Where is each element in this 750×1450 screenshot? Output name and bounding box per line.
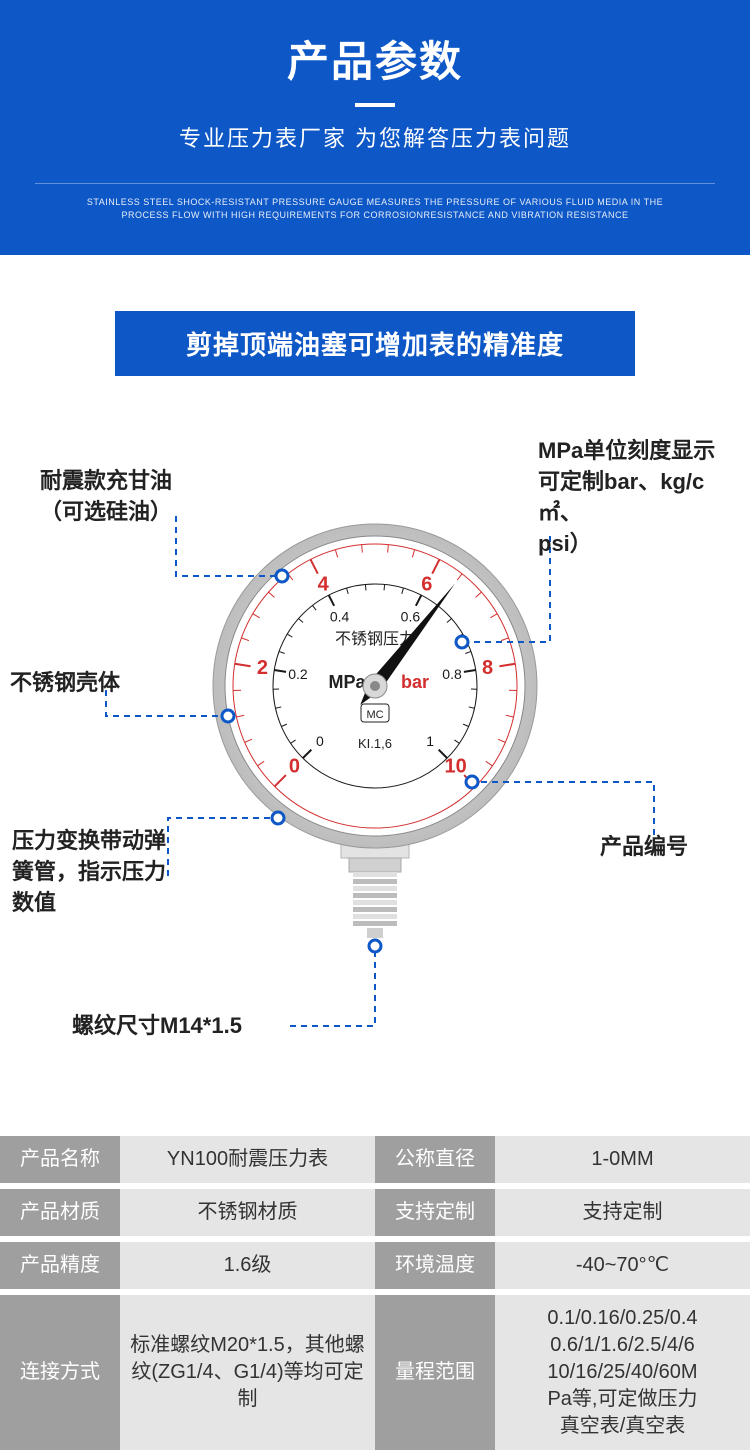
callout-spring: 压力变换带动弹 簧管，指示压力 数值 <box>12 826 166 918</box>
tip-banner: 剪掉顶端油塞可增加表的精准度 <box>115 311 635 376</box>
spec-label: 公称直径 <box>375 1136 495 1183</box>
spec-value: 1-0MM <box>495 1136 750 1183</box>
spec-row: 产品材质不锈钢材质支持定制支持定制 <box>0 1189 750 1236</box>
pressure-gauge: 024681000.20.40.60.81不锈钢压力MPabarKI.1,6MC <box>205 516 545 956</box>
header-divider <box>355 103 395 107</box>
spec-label: 产品精度 <box>0 1242 120 1289</box>
svg-text:KI.1,6: KI.1,6 <box>358 736 392 751</box>
spec-label: 量程范围 <box>375 1295 495 1450</box>
svg-text:6: 6 <box>421 574 432 596</box>
svg-text:MC: MC <box>366 709 383 721</box>
spec-label: 产品材质 <box>0 1189 120 1236</box>
spec-row: 产品名称YN100耐震压力表公称直径1-0MM <box>0 1136 750 1183</box>
svg-text:0.6: 0.6 <box>401 609 421 625</box>
spec-label: 连接方式 <box>0 1295 120 1450</box>
spec-value: 1.6级 <box>120 1242 375 1289</box>
spec-label: 支持定制 <box>375 1189 495 1236</box>
spec-table: 产品名称YN100耐震压力表公称直径1-0MM产品材质不锈钢材质支持定制支持定制… <box>0 1136 750 1450</box>
spec-value: 支持定制 <box>495 1189 750 1236</box>
header-subtitle: 专业压力表厂家 为您解答压力表问题 <box>0 121 750 153</box>
svg-text:0: 0 <box>316 733 324 749</box>
svg-text:bar: bar <box>401 672 429 692</box>
svg-text:MPa: MPa <box>328 672 366 692</box>
svg-text:1: 1 <box>426 733 434 749</box>
svg-text:2: 2 <box>257 657 268 679</box>
header-english: STAINLESS STEEL SHOCK-RESISTANT PRESSURE… <box>35 183 715 221</box>
spec-value: YN100耐震压力表 <box>120 1136 375 1183</box>
callout-shell: 不锈钢壳体 <box>10 668 120 699</box>
gauge-diagram: 024681000.20.40.60.81不锈钢压力MPabarKI.1,6MC… <box>0 406 750 1106</box>
spec-value: 标准螺纹M20*1.5，其他螺纹(ZG1/4、G1/4)等均可定制 <box>120 1295 375 1450</box>
svg-text:0.8: 0.8 <box>442 666 462 682</box>
spec-row: 连接方式标准螺纹M20*1.5，其他螺纹(ZG1/4、G1/4)等均可定制量程范… <box>0 1295 750 1450</box>
callout-thread: 螺纹尺寸M14*1.5 <box>72 1011 242 1042</box>
callout-units: MPa单位刻度显示 可定制bar、kg/c㎡、 psi） <box>538 436 738 559</box>
spec-row: 产品精度1.6级环境温度-40~70°℃ <box>0 1242 750 1289</box>
svg-text:8: 8 <box>482 657 493 679</box>
svg-text:0.4: 0.4 <box>330 609 350 625</box>
svg-text:0: 0 <box>289 756 300 778</box>
spec-value: 0.1/0.16/0.25/0.4 0.6/1/1.6/2.5/4/6 10/1… <box>495 1295 750 1450</box>
svg-text:4: 4 <box>318 574 330 596</box>
header-block: 产品参数 专业压力表厂家 为您解答压力表问题 STAINLESS STEEL S… <box>0 0 750 255</box>
callout-serial: 产品编号 <box>600 832 688 863</box>
callout-glycerin: 耐震款充甘油 （可选硅油） <box>40 466 172 528</box>
header-title: 产品参数 <box>0 28 750 89</box>
svg-text:10: 10 <box>444 756 466 778</box>
spec-label: 产品名称 <box>0 1136 120 1183</box>
svg-text:0.2: 0.2 <box>288 666 308 682</box>
spec-value: -40~70°℃ <box>495 1242 750 1289</box>
spec-label: 环境温度 <box>375 1242 495 1289</box>
spec-value: 不锈钢材质 <box>120 1189 375 1236</box>
